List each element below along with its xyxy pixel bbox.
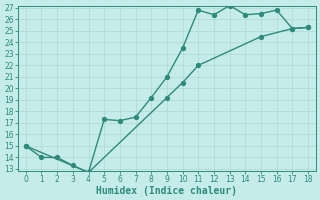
X-axis label: Humidex (Indice chaleur): Humidex (Indice chaleur) <box>96 186 237 196</box>
